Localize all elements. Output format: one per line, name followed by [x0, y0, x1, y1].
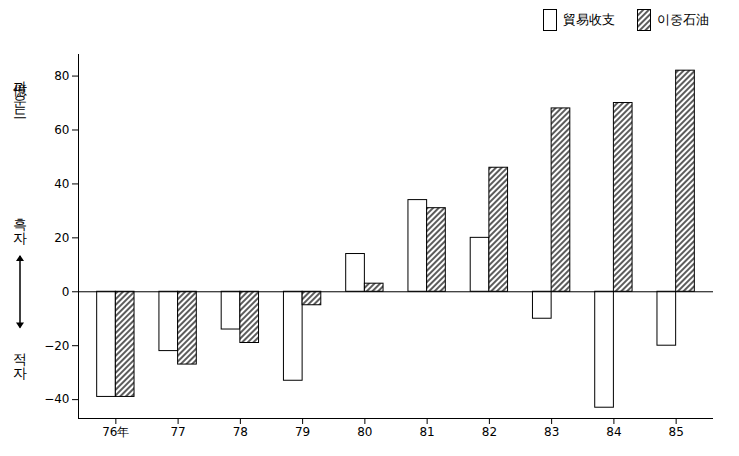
svg-text:60: 60 [54, 123, 69, 137]
svg-text:−40: −40 [44, 392, 69, 406]
svg-text:−20: −20 [44, 339, 69, 353]
svg-text:81: 81 [419, 425, 434, 439]
svg-text:77: 77 [170, 425, 185, 439]
svg-text:40: 40 [54, 177, 69, 191]
html-text:흑자: 흑자 [12, 207, 28, 236]
html-text:貿易收支: 貿易收支 [563, 12, 615, 27]
svg-text:76年: 76年 [102, 425, 129, 439]
svg-text:79: 79 [295, 425, 310, 439]
html-text:億파운드: 億파운드 [12, 70, 28, 113]
svg-text:78: 78 [233, 425, 248, 439]
html-text:이중石油: 이중石油 [657, 12, 709, 27]
svg-text:80: 80 [357, 425, 372, 439]
svg-text:84: 84 [606, 425, 621, 439]
svg-text:0: 0 [62, 285, 70, 299]
svg-text:80: 80 [54, 69, 69, 83]
svg-text:20: 20 [54, 231, 69, 245]
svg-text:82: 82 [482, 425, 497, 439]
svg-text:85: 85 [669, 425, 684, 439]
svg-text:83: 83 [544, 425, 559, 439]
html-text:적자: 적자 [12, 342, 28, 371]
